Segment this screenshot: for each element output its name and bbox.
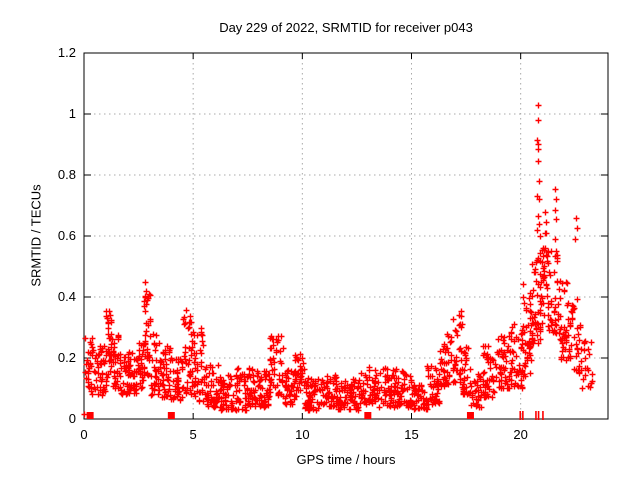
x-tick-label-15: 15 <box>404 427 419 442</box>
y-tick-label-1: 1 <box>68 106 76 121</box>
chart-title: Day 229 of 2022, SRMTID for receiver p04… <box>219 20 473 35</box>
x-tick-label-0: 0 <box>80 427 88 442</box>
y-tick-label-0: 0 <box>68 411 76 426</box>
y-tick-label-0-6: 0.6 <box>57 228 76 243</box>
y-tick-label-0-8: 0.8 <box>57 167 76 182</box>
x-axis-label: GPS time / hours <box>296 452 396 467</box>
y-tick-label-1-2: 1.2 <box>57 45 76 60</box>
y-tick-label-0-2: 0.2 <box>57 350 76 365</box>
x-tick-label-20: 20 <box>513 427 528 442</box>
y-tick-label-0-4: 0.4 <box>57 289 76 304</box>
x-tick-label-10: 10 <box>295 427 310 442</box>
x-tick-label-5: 5 <box>189 427 197 442</box>
